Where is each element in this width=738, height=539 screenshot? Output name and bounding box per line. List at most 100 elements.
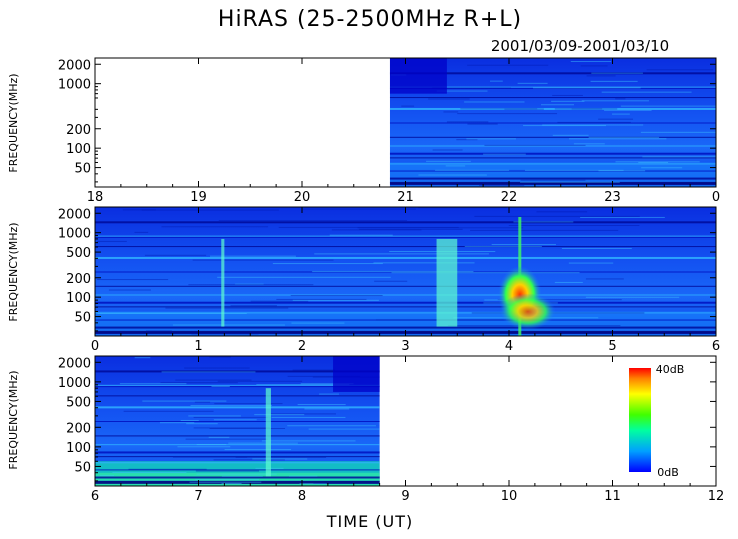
noise-streak [97,312,247,314]
noise-streak [520,179,586,181]
noise-streak [217,276,391,278]
noise-streak [436,90,488,92]
y-tick-label: 100 [66,441,91,456]
noise-streak [297,404,346,406]
noise-streak [580,216,665,218]
noise-streak [612,113,630,115]
noise-streak [254,414,305,416]
noise-streak [517,82,548,84]
panel-3: 6 7 8 9 10 11 12 2000 1000 500 200 100 50 [58,355,724,504]
interference-line [95,469,380,471]
noise-streak [591,72,643,74]
noise-streak [270,413,336,415]
noise-streak [193,416,272,418]
noise-streak [235,283,264,285]
noise-streak [401,105,415,107]
noise-streak [287,375,361,377]
noise-streak [252,458,308,460]
noise-streak [641,167,683,169]
x-axis-label: TIME (UT) [326,512,413,531]
y-axis-label-2: FREQUENCY(MHz) [7,222,20,321]
interference-line [95,456,380,458]
interference-line [95,476,380,479]
interference-line [389,152,716,155]
noise-streak [134,231,149,233]
x-tick-label: 9 [401,489,409,504]
y-axis-label-1: FREQUENCY(MHz) [7,73,20,172]
dark-feature [389,58,447,94]
noise-streak [186,423,218,425]
colorbar-scale [629,368,651,472]
noise-streak [218,220,408,222]
interference-line [95,386,380,388]
noise-streak [491,244,556,246]
x-tick-label: 2 [298,339,306,354]
x-tick-label: 6 [712,339,720,354]
noise-streak [112,472,187,474]
noise-streak [523,125,607,127]
noise-streak [192,259,334,261]
noise-streak [457,113,558,115]
interference-line [95,246,716,248]
colorbar-min-label: 0dB [657,466,679,479]
noise-streak [585,296,680,298]
interference-line [95,312,716,314]
noise-streak [561,247,632,249]
noise-streak [291,322,345,324]
interference-line [389,170,716,172]
noise-streak [235,456,327,458]
noise-streak [418,207,507,209]
x-tick-label: 6 [91,489,99,504]
y-tick-label: 1000 [58,78,91,93]
noise-streak [208,436,230,438]
noise-streak [640,131,716,133]
y-tick-label: 100 [66,142,91,157]
interference-line [95,294,716,296]
noise-streak [217,380,303,382]
interference-line [389,177,716,180]
noise-streak [210,255,296,257]
noise-streak [209,356,232,358]
noise-streak [541,104,574,106]
noise-streak [551,100,585,102]
interference-line [95,395,380,397]
noise-streak [299,483,327,485]
noise-streak [312,271,474,273]
noise-streak [228,442,298,444]
interference-line [95,235,716,237]
noise-streak [536,211,588,213]
interference-line [95,451,380,454]
chart-date-range: 2001/03/09-2001/03/10 [491,37,669,55]
noise-streak [533,87,641,89]
interference-line [95,326,716,329]
noise-streak [190,404,272,406]
noise-streak [188,284,314,286]
noise-streak [586,75,616,77]
noise-streak [638,162,669,164]
noise-streak [209,427,286,429]
noise-streak [144,254,207,256]
noise-streak [428,98,470,100]
noise-streak [373,262,475,264]
noise-streak [467,123,498,125]
noise-streak [466,138,516,140]
noise-streak [304,408,350,410]
interference-line [95,319,716,321]
interference-line [95,421,380,422]
x-tick-label: 5 [608,339,616,354]
noise-streak [542,124,644,126]
noise-streak [230,305,277,307]
noise-streak [464,246,542,248]
noise-streak [193,427,270,429]
interference-line [389,136,716,138]
y-tick-label: 200 [66,272,91,287]
noise-streak [357,227,524,229]
noise-streak [160,382,238,384]
noise-streak [484,144,586,146]
noise-streak [308,428,380,430]
x-tick-label: 22 [501,190,518,205]
y-tick-label: 500 [66,246,91,261]
noise-streak [188,415,241,417]
x-tick-label: 18 [87,190,104,205]
